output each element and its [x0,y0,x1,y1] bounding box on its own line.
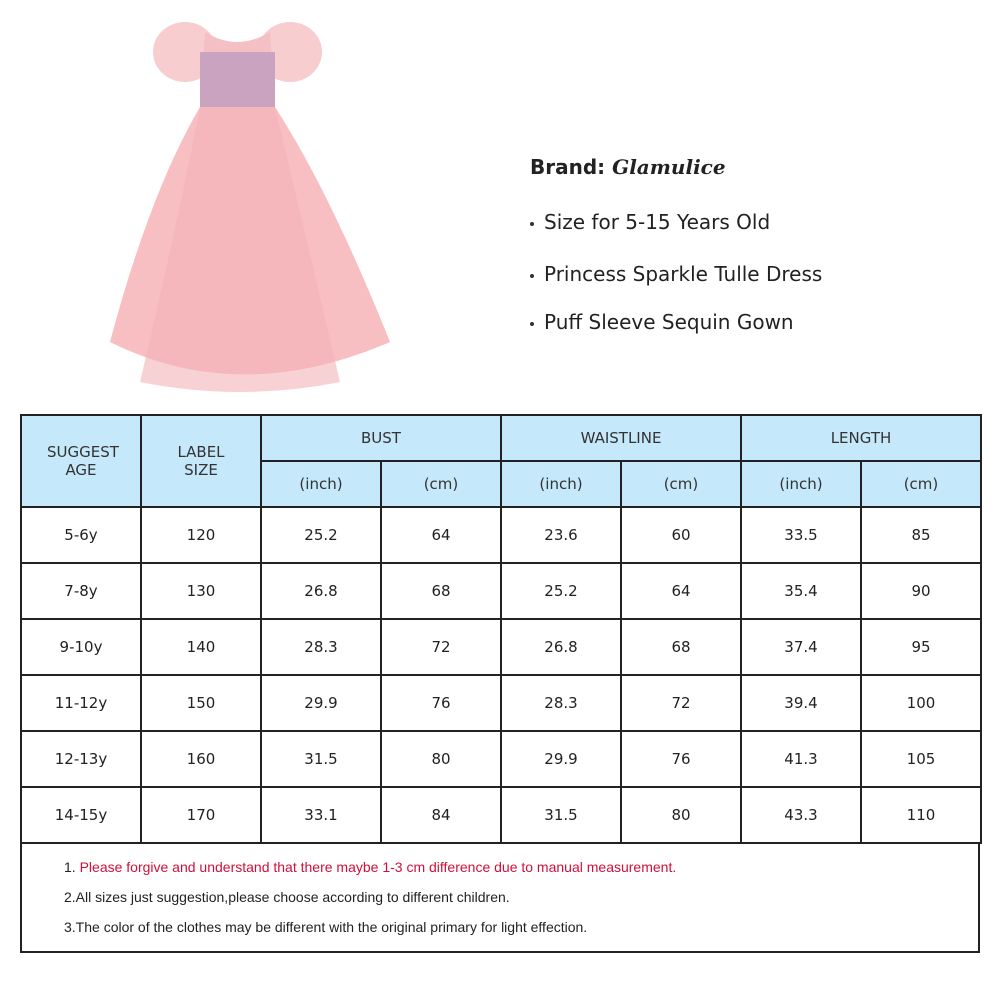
table-row: 14-15y 170 33.1 84 31.5 80 43.3 110 [20,786,982,844]
table-cell: 31.5 [260,730,382,788]
table-cell: 33.5 [740,506,862,564]
dress-product-image [110,22,390,392]
table-cell: 72 [620,674,742,732]
table-cell: 68 [620,618,742,676]
table-cell: 9-10y [20,618,142,676]
table-cell: 33.1 [260,786,382,844]
feature-item: Princess Sparkle Tulle Dress [530,262,822,286]
feature-text: Princess Sparkle Tulle Dress [544,262,823,286]
table-cell: 60 [620,506,742,564]
table-cell: 170 [140,786,262,844]
table-row: 9-10y 140 28.3 72 26.8 68 37.4 95 [20,618,982,676]
note-1: 1. Please forgive and understand that th… [64,859,677,875]
header-length: LENGTH [740,414,982,462]
table-cell: 31.5 [500,786,622,844]
brand-line: Brand: Glamulice [530,155,726,179]
feature-text: Size for 5-15 Years Old [544,210,771,234]
header-age: SUGGEST AGE [20,414,142,508]
table-cell: 43.3 [740,786,862,844]
table-cell: 160 [140,730,262,788]
bullet-icon [530,273,534,278]
feature-item: Size for 5-15 Years Old [530,210,770,234]
table-cell: 120 [140,506,262,564]
table-cell: 29.9 [260,674,382,732]
bullet-icon [530,321,534,326]
table-cell: 14-15y [20,786,142,844]
table-cell: 76 [620,730,742,788]
table-cell: 130 [140,562,262,620]
table-cell: 23.6 [500,506,622,564]
table-cell: 39.4 [740,674,862,732]
table-cell: 76 [380,674,502,732]
header-unit-cm: (cm) [380,460,502,508]
brand-name: Glamulice [612,155,726,179]
note-3: 3.The color of the clothes may be differ… [64,919,588,935]
header-label-size: LABEL SIZE [140,414,262,508]
header-unit-inch: (inch) [740,460,862,508]
header-unit-inch: (inch) [500,460,622,508]
table-cell: 35.4 [740,562,862,620]
table-cell: 7-8y [20,562,142,620]
table-cell: 110 [860,786,982,844]
size-chart-table: SUGGEST AGE LABEL SIZE BUST WAISTLINE LE… [20,414,982,844]
bullet-icon [530,221,534,226]
header-bust: BUST [260,414,502,462]
table-cell: 29.9 [500,730,622,788]
table-row: 12-13y 160 31.5 80 29.9 76 41.3 105 [20,730,982,788]
table-cell: 25.2 [500,562,622,620]
table-cell: 41.3 [740,730,862,788]
table-cell: 64 [620,562,742,620]
table-cell: 12-13y [20,730,142,788]
table-cell: 72 [380,618,502,676]
note-2: 2.All sizes just suggestion,please choos… [64,889,510,905]
header-waistline: WAISTLINE [500,414,742,462]
table-cell: 150 [140,674,262,732]
table-cell: 100 [860,674,982,732]
table-cell: 85 [860,506,982,564]
header-unit-cm: (cm) [860,460,982,508]
table-cell: 26.8 [260,562,382,620]
brand-label: Brand: [530,155,606,179]
notes-box: 1. Please forgive and understand that th… [20,842,980,953]
table-cell: 140 [140,618,262,676]
table-cell: 28.3 [260,618,382,676]
table-cell: 26.8 [500,618,622,676]
table-cell: 105 [860,730,982,788]
feature-item: Puff Sleeve Sequin Gown [530,310,794,334]
table-cell: 80 [620,786,742,844]
table-cell: 11-12y [20,674,142,732]
table-cell: 28.3 [500,674,622,732]
table-cell: 80 [380,730,502,788]
table-cell: 95 [860,618,982,676]
table-row: 7-8y 130 26.8 68 25.2 64 35.4 90 [20,562,982,620]
table-cell: 64 [380,506,502,564]
table-cell: 68 [380,562,502,620]
table-cell: 37.4 [740,618,862,676]
header-unit-cm: (cm) [620,460,742,508]
table-row: 11-12y 150 29.9 76 28.3 72 39.4 100 [20,674,982,732]
feature-text: Puff Sleeve Sequin Gown [544,310,794,334]
table-cell: 5-6y [20,506,142,564]
table-cell: 84 [380,786,502,844]
table-cell: 90 [860,562,982,620]
table-row: 5-6y 120 25.2 64 23.6 60 33.5 85 [20,506,982,564]
header-unit-inch: (inch) [260,460,382,508]
table-cell: 25.2 [260,506,382,564]
